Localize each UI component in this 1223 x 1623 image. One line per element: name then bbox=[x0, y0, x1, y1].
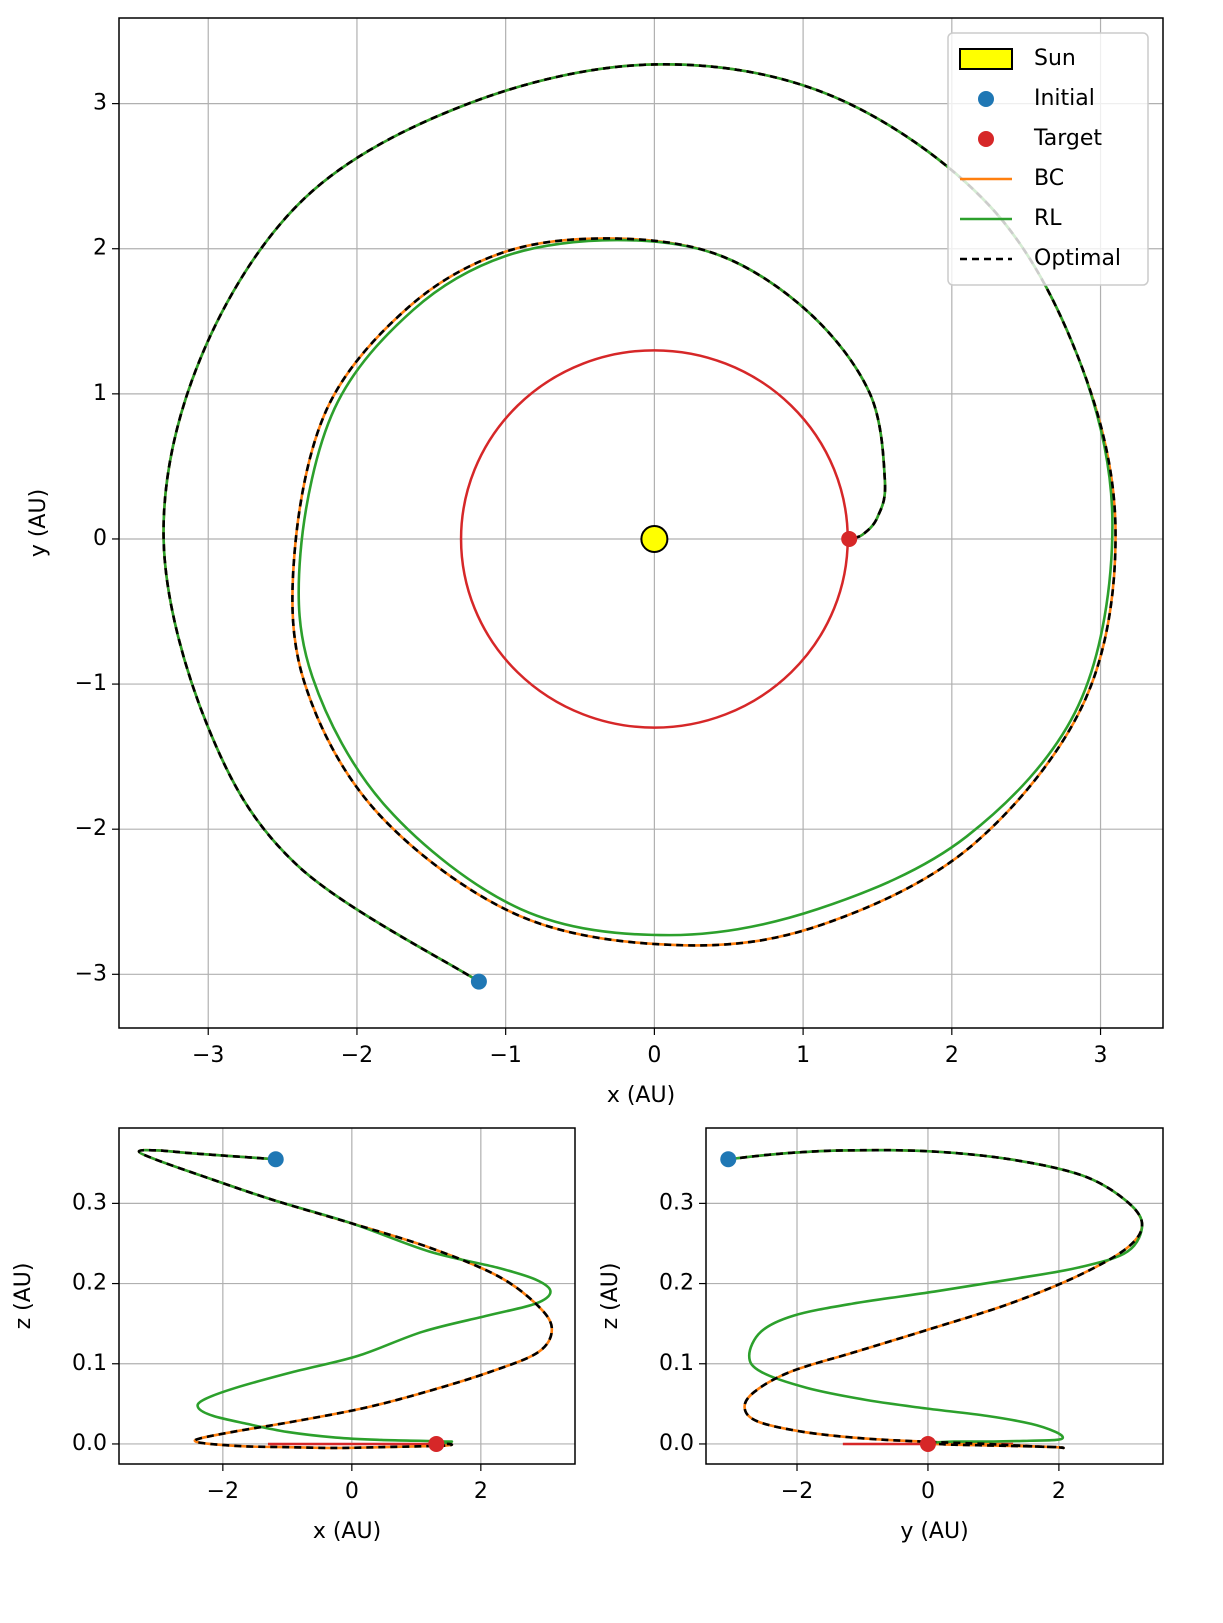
legend-label: Initial bbox=[1034, 86, 1095, 111]
x-tick-label: 0 bbox=[345, 1479, 359, 1504]
x-tick-label: −2 bbox=[341, 1043, 373, 1068]
y-tick-label: 2 bbox=[93, 236, 107, 261]
y-tick-label: 0.3 bbox=[72, 1190, 107, 1215]
y-axis-label: z (AU) bbox=[11, 1263, 36, 1330]
legend-dot bbox=[978, 91, 994, 107]
point-marker bbox=[919, 1435, 936, 1452]
trajectory bbox=[137, 1148, 554, 1450]
x-tick-label: −3 bbox=[192, 1043, 224, 1068]
y-tick-label: 0.2 bbox=[659, 1271, 694, 1296]
axes-frame bbox=[118, 17, 1164, 1029]
x-axis-label: x (AU) bbox=[313, 1519, 381, 1544]
point-marker bbox=[720, 1151, 737, 1168]
axes-frame bbox=[705, 1127, 1164, 1465]
x-tick-label: 0 bbox=[647, 1043, 661, 1068]
point-marker bbox=[841, 530, 858, 547]
y-axis-label: z (AU) bbox=[598, 1263, 623, 1330]
y-tick-label: 0.3 bbox=[659, 1190, 694, 1215]
trajectory bbox=[137, 1148, 552, 1446]
trajectory bbox=[728, 1148, 1144, 1450]
x-tick-label: −1 bbox=[489, 1043, 521, 1068]
legend-label: Sun bbox=[1034, 46, 1076, 71]
trajectory bbox=[137, 1148, 554, 1450]
x-axis-label: y (AU) bbox=[900, 1519, 968, 1544]
legend-label: BC bbox=[1034, 166, 1064, 191]
y-tick-label: 3 bbox=[93, 91, 107, 116]
x-tick-label: −2 bbox=[781, 1479, 813, 1504]
y-tick-label: −1 bbox=[75, 671, 107, 696]
trajectory bbox=[728, 1148, 1144, 1446]
legend-dot bbox=[978, 131, 994, 147]
y-tick-label: 0.2 bbox=[72, 1271, 107, 1296]
point-marker bbox=[470, 973, 487, 990]
legend-patch bbox=[959, 48, 1013, 70]
y-tick-label: 0.1 bbox=[659, 1351, 694, 1376]
x-tick-label: 3 bbox=[1094, 1043, 1108, 1068]
y-tick-label: 0.0 bbox=[659, 1431, 694, 1456]
x-tick-label: −2 bbox=[207, 1479, 239, 1504]
point-marker bbox=[428, 1435, 445, 1452]
sun-marker bbox=[640, 524, 669, 553]
point-marker bbox=[267, 1151, 284, 1168]
y-tick-label: −2 bbox=[75, 816, 107, 841]
x-tick-label: 2 bbox=[474, 1479, 488, 1504]
x-tick-label: 2 bbox=[945, 1043, 959, 1068]
y-tick-label: 0 bbox=[93, 526, 107, 551]
plot-area bbox=[728, 1148, 1144, 1450]
legend-label: Target bbox=[1033, 126, 1102, 151]
y-tick-label: 0.0 bbox=[72, 1431, 107, 1456]
plot-area bbox=[137, 1148, 554, 1450]
x-tick-label: 0 bbox=[921, 1479, 935, 1504]
y-tick-label: 1 bbox=[93, 381, 107, 406]
trajectory bbox=[162, 63, 1117, 983]
y-axis-label: y (AU) bbox=[26, 489, 51, 557]
trajectory bbox=[728, 1148, 1144, 1450]
x-tick-label: 2 bbox=[1052, 1479, 1066, 1504]
y-tick-label: −3 bbox=[75, 961, 107, 986]
plot-area bbox=[162, 63, 1117, 983]
legend-label: Optimal bbox=[1034, 246, 1121, 271]
axes-frame bbox=[118, 1127, 576, 1465]
legend-box bbox=[947, 32, 1149, 286]
x-axis-label: x (AU) bbox=[607, 1083, 675, 1108]
x-tick-label: 1 bbox=[796, 1043, 810, 1068]
legend-label: RL bbox=[1034, 206, 1062, 231]
y-tick-label: 0.1 bbox=[72, 1351, 107, 1376]
